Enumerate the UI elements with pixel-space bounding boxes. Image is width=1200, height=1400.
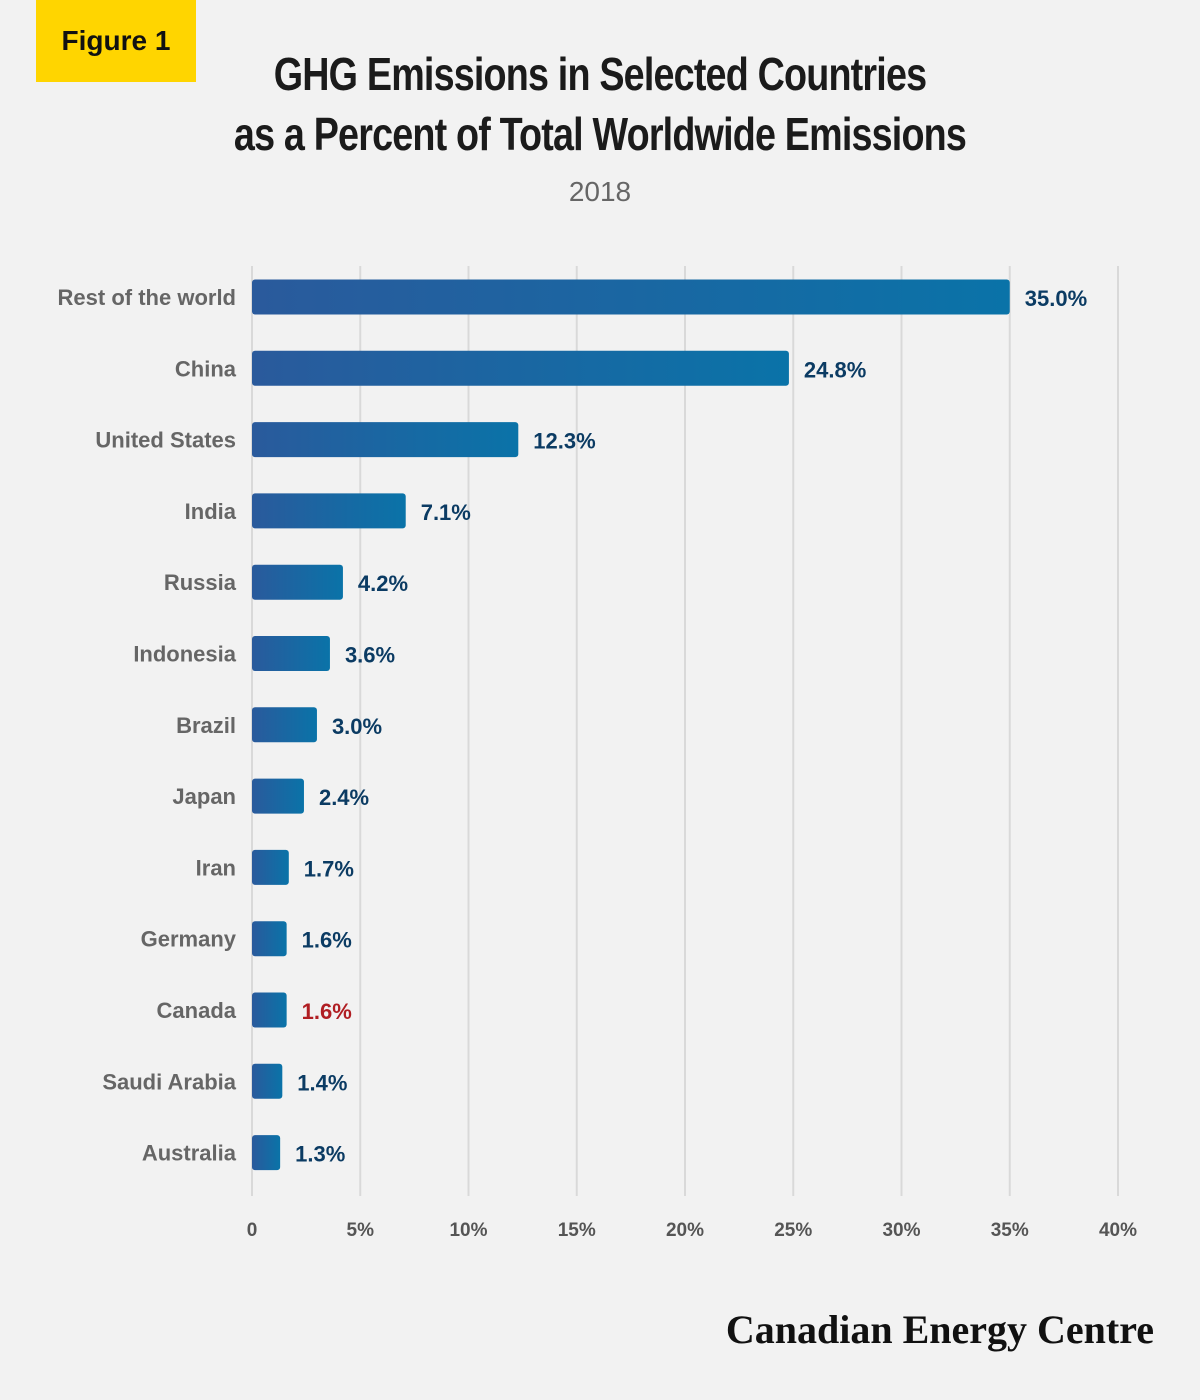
value-label: 12.3% [533, 429, 595, 454]
x-tick-label: 20% [666, 1220, 704, 1241]
bar-china [252, 350, 789, 386]
value-label: 2.4% [319, 785, 369, 810]
gridlines [251, 266, 1119, 1196]
value-label: 1.6% [302, 999, 352, 1024]
x-tick-label: 35% [991, 1220, 1029, 1241]
value-label: 1.7% [304, 856, 354, 881]
x-tick-label: 15% [558, 1220, 596, 1241]
category-label: Brazil [176, 713, 236, 738]
x-axis-ticks: 0 5% 10% 15% 20% 25% 30% 35% 40% [247, 1220, 1137, 1241]
chart-subtitle: 2018 [568, 176, 632, 207]
value-label: 35.0% [1025, 286, 1087, 311]
x-tick-label: 40% [1099, 1220, 1137, 1241]
x-tick-label: 10% [449, 1220, 487, 1241]
figure-tag: Figure 1 [36, 0, 196, 82]
bar-germany [252, 921, 287, 957]
category-label: Rest of the world [58, 285, 236, 310]
value-label: 4.2% [358, 571, 408, 596]
category-label: United States [95, 428, 236, 453]
value-label: 3.0% [332, 714, 382, 739]
category-label: Australia [142, 1141, 237, 1166]
value-label: 24.8% [804, 357, 866, 382]
bar-rest-of-the-world [252, 279, 1010, 315]
category-label: China [175, 356, 237, 381]
value-label: 1.4% [297, 1070, 347, 1095]
chart-title-line-2: as a Percent of Total Worldwide Emission… [233, 108, 967, 160]
value-label: 1.3% [295, 1142, 345, 1167]
bar-india [252, 493, 406, 529]
bar-united-states [252, 422, 519, 458]
x-tick-label: 30% [882, 1220, 920, 1241]
bar-australia [252, 1135, 281, 1171]
labels: Rest of the world 35.0% China 24.8% United S… [58, 285, 1088, 1167]
x-tick-label: 25% [774, 1220, 812, 1241]
bar-russia [252, 564, 343, 600]
category-label: Canada [157, 998, 237, 1023]
bar-canada [252, 992, 287, 1028]
bar-iran [252, 849, 289, 885]
category-label: Japan [172, 784, 236, 809]
chart-title-line-1: GHG Emissions in Selected Countries [273, 48, 927, 100]
x-tick-label: 5% [347, 1220, 375, 1241]
bar-indonesia [252, 636, 330, 671]
category-label: Iran [196, 855, 236, 880]
chart-title: GHG Emissions in Selected Countries as a… [0, 44, 1200, 164]
category-label: Indonesia [133, 642, 236, 667]
category-label: Saudi Arabia [102, 1069, 236, 1094]
value-label: 1.6% [302, 928, 352, 953]
bars [252, 279, 1010, 1171]
value-label: 3.6% [345, 643, 395, 668]
brand-logo-text: Canadian Energy Centre [725, 1307, 1154, 1352]
bar-japan [252, 778, 304, 814]
bar-saudi-arabia [252, 1063, 283, 1099]
category-label: Russia [164, 570, 237, 595]
bar-brazil [252, 707, 317, 743]
category-label: Germany [141, 927, 237, 952]
x-tick-label: 0 [247, 1220, 258, 1241]
category-label: India [185, 499, 237, 524]
value-label: 7.1% [421, 500, 471, 525]
